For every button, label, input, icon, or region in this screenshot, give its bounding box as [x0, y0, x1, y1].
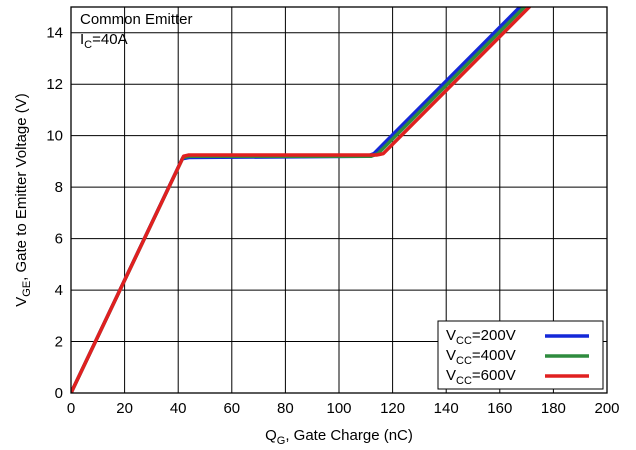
series-line-600v	[71, 7, 532, 393]
series-group	[71, 7, 532, 393]
x-tick-label: 140	[434, 400, 459, 417]
y-axis-title-sub: GE	[21, 281, 33, 297]
x-tick-label: 180	[541, 400, 566, 417]
annotation-ic-sub: C	[84, 39, 92, 51]
y-axis-title: VGE, Gate to Emitter Voltage (V)	[13, 93, 33, 307]
x-axis-title-sub: G	[277, 435, 286, 447]
y-tick-label: 0	[55, 385, 63, 402]
x-tick-labels: 0 20 40 60 80 100 120 140 160 180 200	[67, 400, 620, 417]
y-tick-label: 6	[55, 231, 63, 248]
annotation-common-emitter: Common Emitter	[80, 11, 193, 28]
y-axis-title-rest: , Gate to Emitter Voltage (V)	[13, 93, 30, 281]
annotation-ic-rest: =40A	[92, 31, 127, 48]
x-tick-label: 160	[487, 400, 512, 417]
y-axis-title-main: V	[13, 297, 30, 307]
y-tick-label: 10	[46, 128, 63, 145]
plot-frame	[70, 6, 608, 394]
x-tick-label: 80	[277, 400, 294, 417]
y-tick-label: 2	[55, 334, 63, 351]
annotation-ic: IC=40A	[80, 31, 128, 51]
x-tick-label: 120	[380, 400, 405, 417]
x-tick-label: 200	[594, 400, 619, 417]
x-tick-label: 40	[170, 400, 187, 417]
y-tick-label: 14	[46, 25, 63, 42]
annotation-ic-main: I	[80, 31, 84, 48]
x-tick-label: 20	[116, 400, 133, 417]
x-axis-title-rest: , Gate Charge (nC)	[285, 427, 413, 444]
y-tick-label: 12	[46, 76, 63, 93]
y-tick-label: 8	[55, 179, 63, 196]
y-tick-label: 4	[55, 282, 63, 299]
x-tick-label: 0	[67, 400, 75, 417]
x-axis-title: QG, Gate Charge (nC)	[265, 427, 413, 447]
legend-label-600v: VCC=600V	[446, 367, 516, 387]
y-tick-labels: 0 2 4 6 8 10 12 14	[46, 25, 63, 402]
legend-label-400v: VCC=400V	[446, 347, 516, 367]
grid-lines	[71, 7, 607, 393]
x-tick-label: 100	[326, 400, 351, 417]
legend-label-200v: VCC=200V	[446, 327, 516, 347]
x-tick-label: 60	[223, 400, 240, 417]
legend: VCC=200V VCC=400V VCC=600V	[437, 320, 604, 390]
x-axis-title-main: Q	[265, 427, 277, 444]
